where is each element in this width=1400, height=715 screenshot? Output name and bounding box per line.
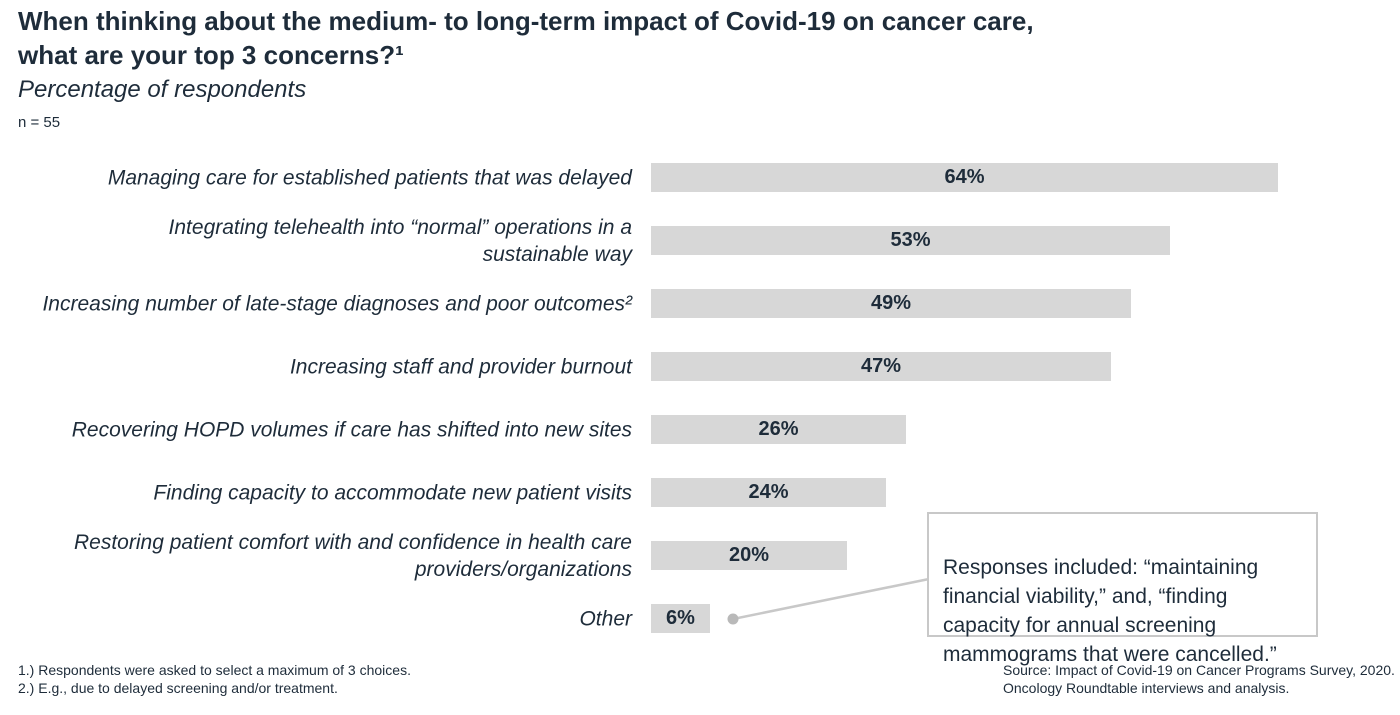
value-label: 49%: [870, 292, 912, 314]
callout-box: Responses included: “maintaining financi…: [927, 512, 1318, 666]
value-label: 6%: [666, 607, 695, 629]
value-label: 47%: [860, 355, 902, 377]
value-label: 24%: [748, 481, 789, 503]
category-label: Finding capacity to accommodate new pati…: [153, 481, 632, 504]
callout-text: Responses included: “maintaining financi…: [943, 556, 1277, 666]
category-label: Increasing staff and provider burnout: [289, 355, 632, 378]
bar: [651, 415, 906, 444]
category-label: Other: [579, 607, 632, 630]
sample-size-label: n = 55: [18, 114, 61, 131]
category-label: Increasing number of late-stage diagnose…: [42, 292, 632, 315]
category-label: Recovering HOPD volumes if care has shif…: [71, 418, 632, 441]
value-label: 26%: [758, 418, 799, 440]
bar: [651, 289, 1131, 318]
bar: [651, 604, 710, 633]
bar: [651, 163, 1278, 192]
category-label: Managing care for established patients t…: [107, 166, 632, 189]
source-attribution: Source: Impact of Covid-19 on Cancer Pro…: [1003, 662, 1395, 696]
footnote-2: 2.) E.g., due to delayed screening and/o…: [18, 680, 338, 696]
bar: [651, 478, 886, 507]
bar: [651, 226, 1170, 255]
chart-subtitle: Percentage of respondents: [18, 76, 307, 103]
bar: [651, 541, 847, 570]
value-label: 20%: [728, 544, 770, 566]
value-label: 53%: [890, 229, 931, 251]
category-label: Restoring patient comfort with and confi…: [74, 530, 632, 581]
category-label: Integrating telehealth into “normal” ope…: [168, 215, 632, 266]
footnotes: 1.) Respondents were asked to select a m…: [18, 661, 411, 697]
value-label: 64%: [944, 166, 985, 188]
page-title: When thinking about the medium- to long-…: [18, 6, 1034, 70]
footnote-1: 1.) Respondents were asked to select a m…: [18, 662, 411, 678]
bar: [651, 352, 1111, 381]
